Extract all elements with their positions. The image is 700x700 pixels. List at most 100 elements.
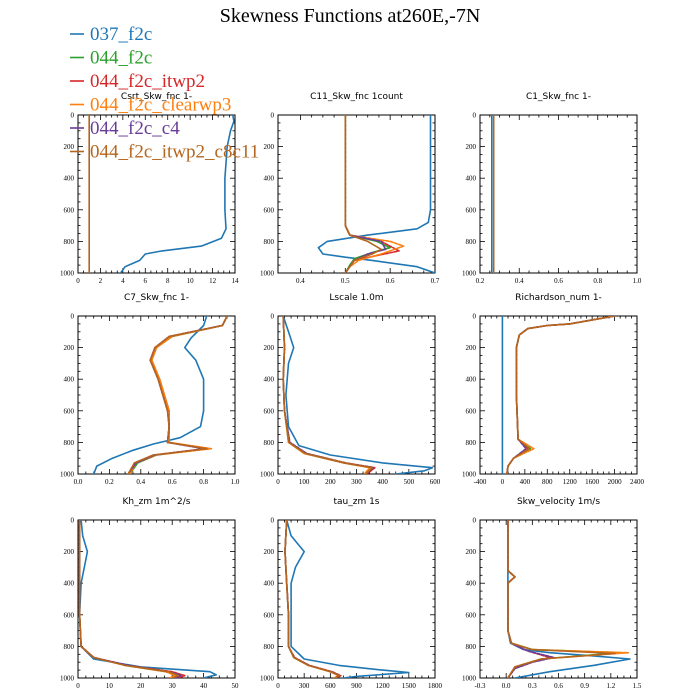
y-tick-label: 400: [264, 376, 275, 384]
x-tick-label: 0: [76, 682, 80, 690]
series-line: [129, 316, 228, 474]
panel-title: tau_zm 1s: [333, 497, 379, 507]
y-tick-label: 800: [264, 439, 275, 447]
x-tick-label: 20: [137, 682, 145, 690]
x-tick-label: 0.5: [341, 277, 350, 285]
panel-6: Richardson_num 1- -400 0 400 800 1200 1600 2000…: [462, 293, 645, 486]
panel-title: Richardson_num 1-: [515, 293, 602, 303]
series-line: [78, 520, 186, 678]
series-group: [78, 520, 217, 678]
panel-3: C1_Skw_fnc 1- 0.2 0.4 0.6 0.8 1.0 0 200 400 600 80…: [462, 92, 642, 285]
plot-frame: [277, 114, 436, 274]
x-tick-label: 10: [187, 277, 195, 285]
panel-title: C7_Skw_fnc 1-: [124, 293, 189, 303]
series-line: [78, 520, 180, 678]
x-tick-label: 1200: [563, 478, 578, 486]
y-tick-label: 0: [271, 517, 275, 525]
y-tick-label: 1000: [462, 471, 477, 479]
figure-title: Skewness Functions at260E,-7N: [220, 5, 481, 27]
y-tick-label: 600: [64, 407, 75, 415]
series-line: [344, 115, 382, 273]
x-tick-label: 1.0: [231, 478, 240, 486]
x-tick-label: 50: [232, 682, 240, 690]
y-tick-label: 200: [264, 143, 275, 151]
series-line: [285, 520, 410, 678]
x-tick-label: 1500: [402, 682, 417, 690]
y-tick-label: 200: [64, 143, 75, 151]
x-tick-label: 200: [325, 478, 336, 486]
series-line: [282, 316, 373, 474]
x-tick-label: 2000: [608, 478, 623, 486]
x-tick-label: 600: [430, 478, 441, 486]
series-line: [284, 520, 341, 678]
legend-item: 044_f2c: [70, 48, 152, 69]
y-tick-label: 800: [64, 238, 75, 246]
series-line: [78, 520, 180, 678]
panel-title: Skw_velocity 1m/s: [517, 497, 600, 507]
series-group: [317, 115, 435, 273]
y-tick-label: 1000: [260, 675, 275, 683]
y-tick-label: 0: [271, 112, 275, 120]
y-tick-label: 0: [473, 517, 477, 525]
series-line: [78, 520, 183, 678]
y-tick-label: 800: [264, 238, 275, 246]
x-tick-label: -400: [474, 478, 487, 486]
y-tick-label: 800: [64, 643, 75, 651]
x-tick-label: 0.8: [593, 277, 602, 285]
series-group: [284, 520, 410, 678]
y-tick-label: 400: [64, 580, 75, 588]
panel-title: C1_Skw_fnc 1-: [526, 92, 591, 102]
x-tick-label: 1.0: [633, 277, 642, 285]
y-tick-label: 1000: [260, 471, 275, 479]
legend-label: 044_f2c: [90, 48, 152, 69]
panel-4: C7_Skw_fnc 1- 0.0 0.2 0.4 0.6 0.8 1.0 0 200 400 60…: [60, 293, 240, 486]
panel-7: Kh_zm 1m^2/s 0 10 20 30 40 50 0 200 400 600 800 1000: [60, 497, 239, 690]
y-tick-label: 400: [466, 175, 477, 183]
legend-item: 037_f2c: [70, 24, 152, 45]
x-tick-label: 0.0: [502, 682, 511, 690]
plot-frame: [479, 114, 638, 274]
x-tick-label: 1600: [585, 478, 600, 486]
x-tick-label: 0: [276, 478, 280, 486]
series-line: [282, 316, 434, 474]
y-tick-label: 600: [264, 407, 275, 415]
y-tick-label: 0: [473, 112, 477, 120]
x-tick-label: 0.2: [476, 277, 485, 285]
series-line: [78, 520, 177, 678]
x-tick-label: 0.4: [296, 277, 305, 285]
y-tick-label: 600: [64, 206, 75, 214]
y-tick-label: 200: [64, 548, 75, 556]
series-line: [506, 316, 616, 474]
panel-title: Kh_zm 1m^2/s: [123, 497, 191, 507]
y-tick-label: 1000: [60, 675, 75, 683]
x-tick-label: 10: [106, 682, 114, 690]
y-tick-label: 400: [466, 376, 477, 384]
x-tick-label: 900: [351, 682, 362, 690]
series-line: [129, 316, 228, 474]
y-tick-label: 800: [64, 439, 75, 447]
panel-2: C11_Skw_fnc 1count 0.4 0.5 0.6 0.7 0 200 400 600…: [260, 92, 440, 285]
x-tick-label: 8: [166, 277, 170, 285]
y-tick-label: 400: [64, 175, 75, 183]
legend-label: 037_f2c: [90, 24, 152, 45]
x-tick-label: 40: [200, 682, 208, 690]
x-tick-label: 800: [542, 478, 553, 486]
panel-9: Skw_velocity 1m/s -0.3 0.0 0.3 0.6 0.9 1.2 1.5 0…: [462, 497, 642, 690]
y-tick-label: 400: [264, 580, 275, 588]
x-tick-label: 4: [121, 277, 125, 285]
panel-1: Csrt_Skw_fnc 1- 0 2 4 6 8 10 12 14 0 200 400 600 800 1…: [60, 92, 239, 285]
y-tick-label: 600: [64, 611, 75, 619]
panel-5: Lscale 1.0m 0 100 200 300 400 500 600 0 200 400 600…: [260, 293, 441, 486]
x-tick-label: 0.7: [431, 277, 440, 285]
x-tick-label: 1.5: [633, 682, 642, 690]
x-tick-label: 0.9: [580, 682, 589, 690]
x-tick-label: 400: [377, 478, 388, 486]
x-tick-label: 0: [501, 478, 505, 486]
x-tick-label: 0.2: [105, 478, 114, 486]
series-line: [127, 316, 228, 474]
x-tick-label: 0.6: [554, 682, 563, 690]
plot-frame: [77, 519, 236, 679]
series-line: [507, 520, 555, 678]
y-tick-label: 600: [264, 206, 275, 214]
